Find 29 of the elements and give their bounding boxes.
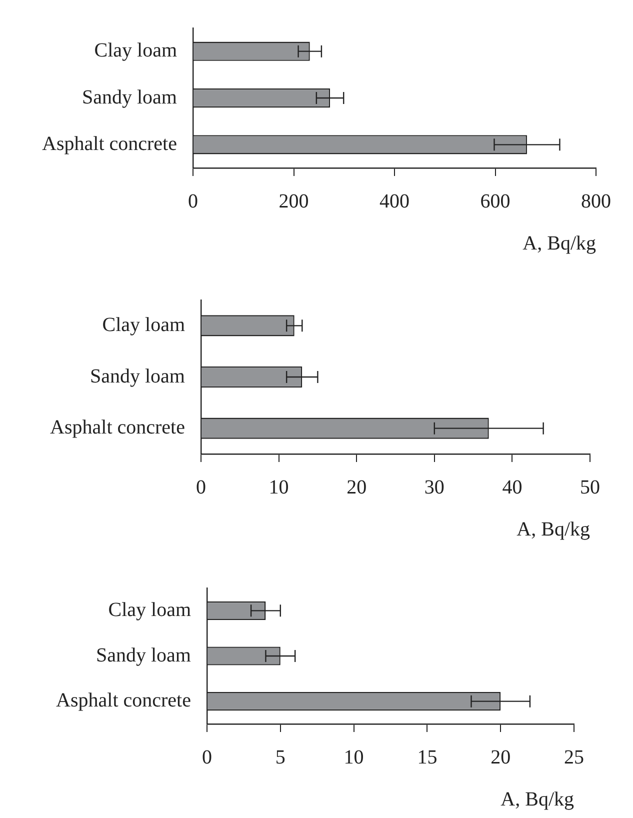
y-tick-label: Asphalt concrete <box>56 690 192 712</box>
x-tick-label: 15 <box>417 746 438 768</box>
x-tick-label: 5 <box>275 746 286 768</box>
x-tick-label: 20 <box>346 476 367 498</box>
x-tick-label: 0 <box>188 190 198 212</box>
x-tick-label: 0 <box>196 476 206 498</box>
y-tick-label: Asphalt concrete <box>42 132 178 155</box>
x-tick-label: 600 <box>480 190 510 212</box>
x-tick-label: 10 <box>344 746 364 768</box>
x-tick-label: 40 <box>502 476 522 498</box>
y-tick-label: Clay loam <box>102 314 186 336</box>
x-axis-title: A, Bq/kg <box>500 788 574 810</box>
x-tick-label: 200 <box>278 190 309 212</box>
y-tick-label: Sandy loam <box>96 644 192 666</box>
x-tick-label: 20 <box>490 746 511 768</box>
x-tick-label: 10 <box>268 476 289 498</box>
x-tick-label: 800 <box>581 190 611 212</box>
x-tick-label: 30 <box>424 476 444 498</box>
x-tick-label: 25 <box>564 746 584 768</box>
y-tick-label: Clay loam <box>108 598 192 621</box>
y-tick-label: Asphalt concrete <box>50 416 186 439</box>
x-tick-label: 0 <box>202 746 212 768</box>
y-tick-label: Sandy loam <box>82 86 178 108</box>
x-axis-title: A, Bq/kg <box>516 518 590 540</box>
y-tick-label: Sandy loam <box>90 365 186 388</box>
x-tick-label: 400 <box>380 190 410 212</box>
y-tick-label: Clay loam <box>94 40 178 62</box>
x-axis-title: A, Bq/kg <box>522 232 596 254</box>
x-tick-label: 50 <box>580 476 600 498</box>
